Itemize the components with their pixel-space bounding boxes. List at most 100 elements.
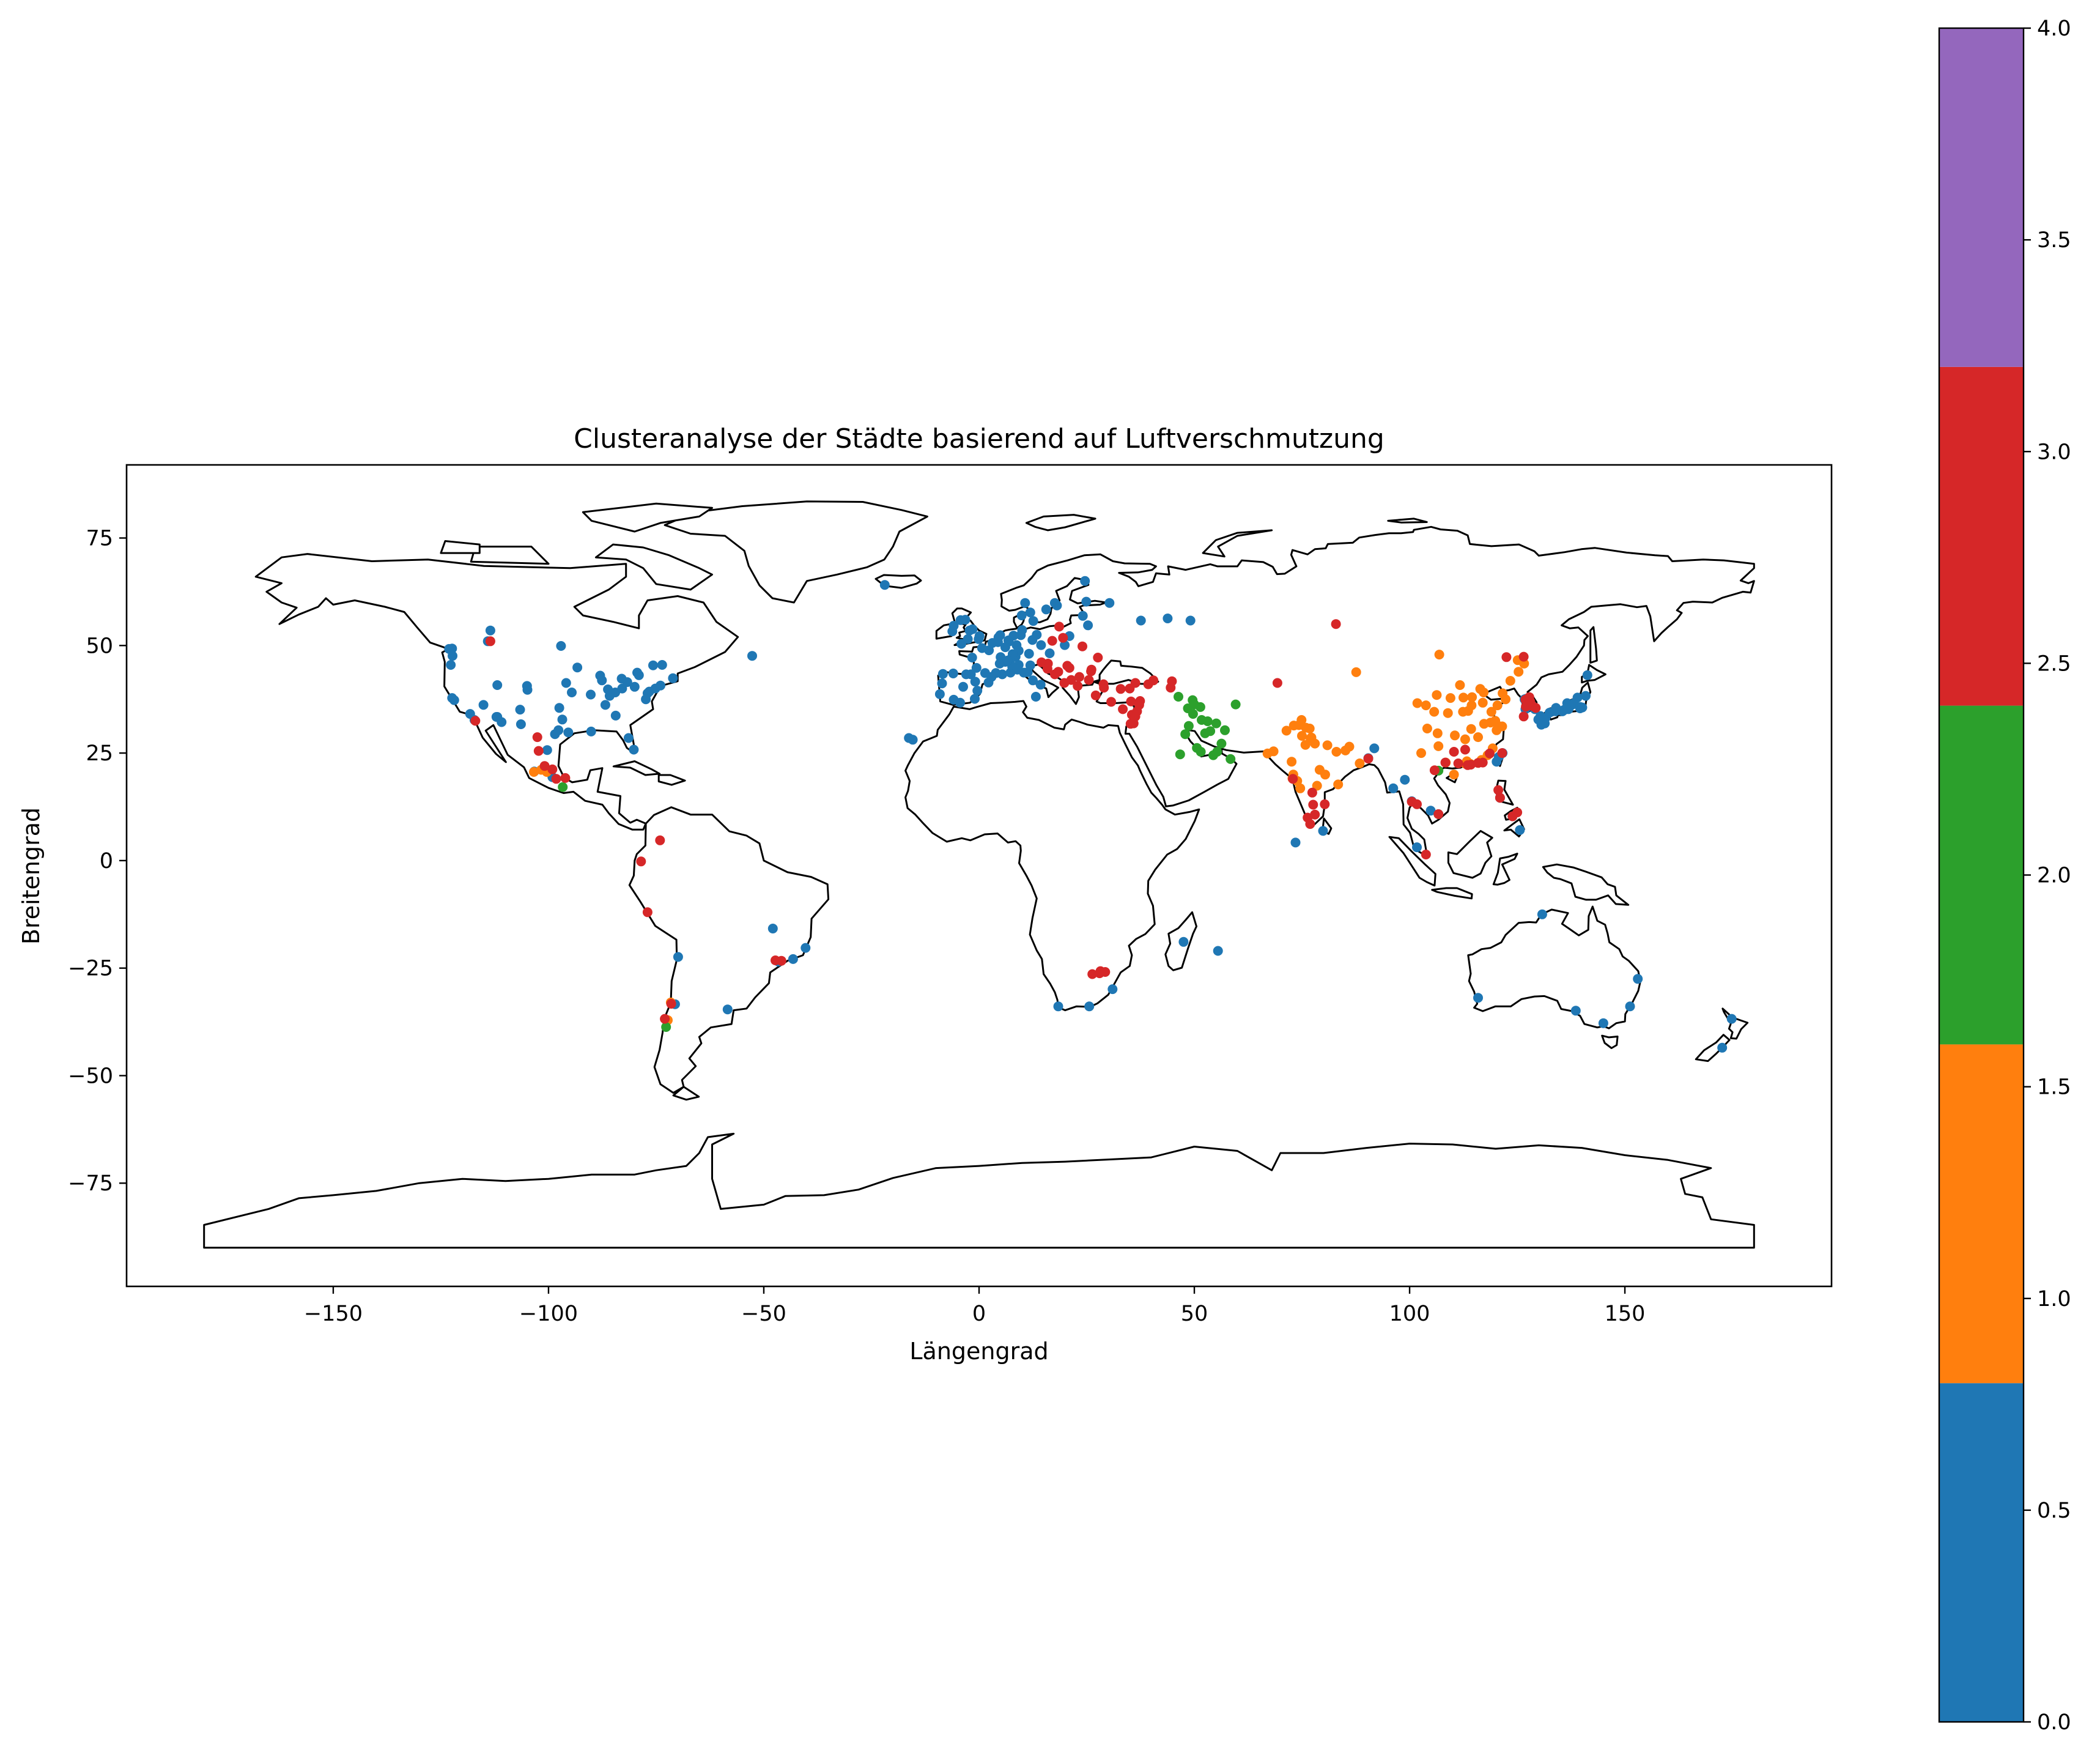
city-point-cluster-1 <box>1501 694 1510 705</box>
city-point-cluster-1 <box>1429 707 1440 717</box>
y-axis-label: Breitengrad <box>18 807 45 944</box>
city-point-cluster-3 <box>642 907 653 918</box>
city-point-cluster-0 <box>934 689 945 699</box>
city-point-cluster-0 <box>1717 1042 1728 1053</box>
city-point-cluster-2 <box>1175 749 1185 760</box>
city-point-cluster-3 <box>551 774 561 784</box>
city-point-cluster-2 <box>661 1022 671 1032</box>
city-point-cluster-3 <box>1093 653 1103 662</box>
city-point-cluster-0 <box>1008 631 1019 641</box>
x-axis: −150 −100 −50 0 50 100 150 <box>304 1286 1645 1326</box>
city-point-cluster-0 <box>1044 648 1055 658</box>
city-point-cluster-0 <box>788 954 798 964</box>
city-point-cluster-1 <box>1492 700 1503 711</box>
city-point-cluster-0 <box>515 705 525 715</box>
city-point-cluster-0 <box>1041 604 1051 615</box>
city-point-cluster-3 <box>776 955 786 966</box>
city-point-cluster-0 <box>561 678 571 688</box>
city-point-cluster-0 <box>1000 642 1010 653</box>
colorbar-ticks: 0.0 0.5 1.0 1.5 2.0 2.5 3.0 3.5 4.0 <box>2024 17 2071 1735</box>
city-point-cluster-0 <box>492 680 503 690</box>
city-point-cluster-0 <box>1027 635 1038 645</box>
city-point-cluster-3 <box>1307 787 1317 798</box>
city-point-cluster-0 <box>563 727 574 738</box>
city-point-cluster-0 <box>800 943 811 953</box>
city-point-cluster-0 <box>478 700 489 710</box>
city-point-cluster-1 <box>529 767 539 777</box>
colorbar-tick-label: 1.5 <box>2037 1075 2071 1100</box>
city-point-cluster-3 <box>1501 652 1512 662</box>
city-point-cluster-0 <box>1080 576 1090 586</box>
city-point-cluster-0 <box>516 719 526 729</box>
city-point-cluster-3 <box>1429 765 1440 776</box>
city-point-cluster-0 <box>1178 936 1189 947</box>
city-point-cluster-0 <box>1030 692 1041 702</box>
city-point-cluster-3 <box>1073 681 1083 691</box>
city-point-cluster-3 <box>547 764 558 774</box>
city-point-cluster-1 <box>1467 692 1477 702</box>
city-point-cluster-2 <box>1212 747 1222 757</box>
city-point-cluster-2 <box>558 782 568 792</box>
city-point-cluster-0 <box>1570 1006 1581 1016</box>
land-borneo <box>1447 829 1493 879</box>
city-point-cluster-2 <box>1180 729 1191 740</box>
city-point-cluster-0 <box>567 688 577 697</box>
city-point-cluster-2 <box>1205 726 1216 736</box>
city-point-cluster-0 <box>1290 837 1301 848</box>
city-point-cluster-3 <box>1118 704 1128 714</box>
city-point-cluster-0 <box>648 660 658 670</box>
city-point-cluster-3 <box>533 746 544 756</box>
city-point-cluster-1 <box>1477 697 1488 708</box>
city-point-cluster-0 <box>1084 1001 1095 1012</box>
city-point-cluster-2 <box>1183 721 1194 731</box>
city-point-cluster-0 <box>1400 774 1410 785</box>
city-point-cluster-0 <box>522 681 532 691</box>
city-point-cluster-0 <box>542 745 552 755</box>
city-point-cluster-0 <box>970 677 980 687</box>
city-point-cluster-0 <box>600 700 610 710</box>
city-point-cluster-3 <box>1449 747 1459 757</box>
city-point-cluster-0 <box>1028 675 1038 686</box>
city-point-cluster-1 <box>1432 690 1442 700</box>
city-point-cluster-3 <box>1058 632 1068 643</box>
city-point-cluster-0 <box>554 703 564 713</box>
city-point-cluster-0 <box>1633 974 1643 984</box>
colorbar-segment <box>1939 1383 2024 1722</box>
land-hispaniola <box>657 774 686 786</box>
colorbar-tick-label: 2.5 <box>2037 651 2071 676</box>
city-point-cluster-3 <box>1047 636 1057 646</box>
city-point-cluster-0 <box>1213 946 1223 956</box>
city-point-cluster-0 <box>617 683 627 694</box>
city-point-cluster-0 <box>1002 655 1013 666</box>
colorbar-tick-label: 0.5 <box>2037 1499 2071 1523</box>
city-point-cluster-0 <box>1016 630 1026 640</box>
city-point-cluster-0 <box>879 580 890 590</box>
city-point-cluster-1 <box>1344 741 1355 752</box>
y-tick-label: −50 <box>68 1064 113 1088</box>
land-greenland <box>664 500 928 604</box>
city-point-cluster-0 <box>1136 615 1146 626</box>
city-point-cluster-3 <box>1310 809 1320 820</box>
city-point-cluster-3 <box>1042 664 1052 674</box>
colorbar-tick-label: 2.0 <box>2037 864 2071 888</box>
city-point-cluster-0 <box>1582 670 1592 680</box>
city-point-cluster-0 <box>1369 743 1380 754</box>
city-point-cluster-3 <box>1090 690 1101 700</box>
city-point-cluster-1 <box>1294 720 1304 730</box>
city-point-cluster-1 <box>1458 707 1468 717</box>
city-point-cluster-0 <box>1515 825 1525 835</box>
city-point-cluster-1 <box>1460 734 1470 744</box>
city-point-cluster-0 <box>657 660 667 670</box>
y-tick-label: 50 <box>86 634 113 658</box>
city-point-cluster-3 <box>1148 675 1159 686</box>
land-sumatra <box>1388 836 1436 887</box>
city-point-cluster-0 <box>972 686 983 696</box>
city-point-cluster-0 <box>1083 620 1093 631</box>
city-point-cluster-3 <box>1064 662 1074 673</box>
city-point-cluster-1 <box>1297 731 1307 741</box>
city-point-cluster-0 <box>1053 1001 1063 1012</box>
city-point-cluster-3 <box>1125 683 1135 694</box>
city-point-cluster-0 <box>1163 614 1173 623</box>
land-banks-island <box>440 540 481 554</box>
city-point-cluster-0 <box>1020 598 1030 608</box>
